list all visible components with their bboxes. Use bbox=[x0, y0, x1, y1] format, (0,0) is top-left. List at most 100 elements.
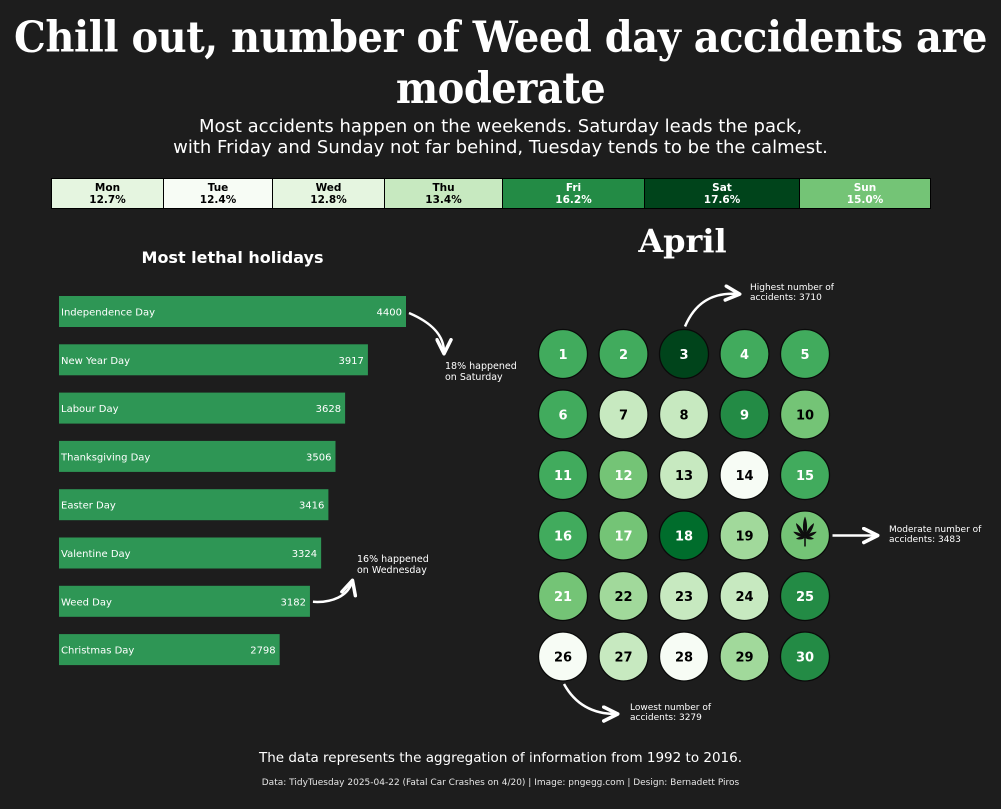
weekday-label: Fri bbox=[565, 181, 582, 194]
weekday-value: 12.4% bbox=[199, 193, 237, 206]
calendar-day-27 bbox=[598, 631, 649, 682]
annotation-arrow bbox=[562, 683, 620, 723]
calendar-day-17 bbox=[598, 510, 649, 561]
weekday-value: 12.7% bbox=[89, 193, 126, 206]
weekday-cell-fri: Fri 16.2% bbox=[503, 179, 645, 208]
calendar-day-number: 11 bbox=[554, 469, 572, 484]
holidays-chart-title: Most lethal holidays bbox=[141, 248, 324, 267]
calendar-day-number: 1 bbox=[558, 348, 567, 363]
weekday-label: Mon bbox=[94, 181, 121, 194]
calendar-day-18 bbox=[658, 510, 710, 561]
calendar-day-1 bbox=[537, 328, 589, 380]
calendar-day-number: 27 bbox=[614, 651, 632, 666]
weekday-label: Thu bbox=[432, 181, 455, 194]
leaf-blade bbox=[805, 531, 817, 538]
holiday-label: Valentine Day bbox=[61, 549, 131, 560]
calendar-day-12 bbox=[598, 449, 649, 501]
calendar-day-number: 28 bbox=[675, 651, 693, 666]
calendar-day-number: 15 bbox=[796, 469, 814, 484]
calendar-day-19 bbox=[719, 510, 770, 561]
calendar-day-number: 8 bbox=[679, 409, 688, 424]
calendar-day-number: 5 bbox=[800, 348, 809, 363]
weekday-value: 15.0% bbox=[846, 193, 884, 206]
leaf-blade bbox=[795, 523, 805, 538]
calendar-day-number: 13 bbox=[675, 469, 693, 484]
annotation-text: Lowest number of accidents: 3279 bbox=[630, 703, 712, 723]
holiday-value: 3324 bbox=[292, 549, 317, 560]
calendar-day-number: 2 bbox=[619, 348, 628, 363]
calendar-day-number: 22 bbox=[614, 590, 632, 605]
calendar-day-29 bbox=[719, 631, 770, 682]
holiday-bar bbox=[59, 440, 336, 472]
calendar-day-24 bbox=[719, 570, 770, 622]
holiday-bar bbox=[59, 392, 346, 424]
calendar-day-number: 10 bbox=[796, 409, 814, 424]
calendar-day-number: 21 bbox=[554, 590, 572, 605]
weekday-value: 16.2% bbox=[555, 193, 592, 206]
annotation-text: 16% happened on Wednesday bbox=[357, 554, 429, 576]
annotation-text: Moderate number of accidents: 3483 bbox=[889, 525, 982, 545]
calendar-day-11 bbox=[537, 449, 589, 501]
weekday-share-strip: Mon 12.7% Tue 12.4% Wed 12.8% Thu 13.4% Fri 16.2%… bbox=[51, 178, 931, 209]
calendar-day-9 bbox=[719, 389, 770, 440]
calendar-day-number: 19 bbox=[735, 530, 753, 545]
leaf-blade bbox=[793, 531, 805, 538]
holiday-value: 3182 bbox=[280, 597, 305, 608]
calendar-day-14 bbox=[719, 449, 770, 501]
holiday-bar bbox=[59, 585, 310, 617]
holiday-bar bbox=[59, 344, 368, 376]
calendar-day-15 bbox=[779, 449, 831, 501]
weekday-value: 13.4% bbox=[425, 193, 462, 206]
calendar-day-number: 24 bbox=[735, 590, 753, 605]
holiday-label: Easter Day bbox=[61, 501, 116, 512]
holiday-value: 3416 bbox=[299, 501, 324, 512]
calendar-day-28 bbox=[658, 631, 710, 682]
calendar-day-13 bbox=[658, 449, 710, 501]
calendar-day-number: 14 bbox=[735, 469, 753, 484]
calendar-day-number: 23 bbox=[675, 590, 693, 605]
weekday-label: Tue bbox=[207, 181, 229, 194]
calendar-day-21 bbox=[537, 570, 589, 622]
annotation-text: 18% happened on Saturday bbox=[445, 361, 517, 383]
holiday-bar bbox=[59, 489, 329, 521]
weekday-label: Sun bbox=[853, 181, 877, 194]
main-title: Chill out, number of Weed day accidents … bbox=[14, 12, 987, 114]
leaf-blade bbox=[802, 516, 808, 538]
calendar-day-2 bbox=[598, 328, 649, 380]
annotation-arrow bbox=[408, 311, 453, 356]
weekday-value: 17.6% bbox=[703, 193, 741, 206]
calendar-day-number: 29 bbox=[735, 651, 753, 666]
weekday-value: 12.8% bbox=[310, 193, 347, 206]
weekday-cell-sun: Sun 15.0% bbox=[800, 179, 930, 208]
calendar-day-8 bbox=[658, 389, 710, 440]
holiday-value: 4400 bbox=[377, 308, 402, 319]
annotation-text: Highest number of accidents: 3710 bbox=[750, 283, 835, 303]
weekday-cell-wed: Wed 12.8% bbox=[273, 179, 385, 208]
calendar-day-number: 25 bbox=[796, 590, 814, 605]
holiday-label: Independence Day bbox=[61, 308, 155, 319]
calendar-day-number: 26 bbox=[554, 651, 572, 666]
calendar-day-number: 17 bbox=[614, 530, 632, 545]
calendar-day-number: 16 bbox=[554, 530, 572, 545]
cannabis-leaf-icon bbox=[793, 516, 817, 547]
calendar-day-number: 3 bbox=[679, 348, 688, 363]
holiday-label: Thanksgiving Day bbox=[60, 452, 150, 463]
holiday-label: New Year Day bbox=[61, 356, 130, 367]
holiday-label: Weed Day bbox=[61, 597, 112, 608]
calendar-day-5 bbox=[779, 328, 831, 380]
holiday-label: Labour Day bbox=[61, 404, 119, 415]
holiday-bar bbox=[59, 296, 406, 327]
annotation-arrow bbox=[312, 578, 358, 604]
leaf-blade bbox=[796, 536, 805, 540]
calendar-day-10 bbox=[779, 389, 831, 440]
calendar-day-22 bbox=[598, 570, 649, 622]
calendar-day-26 bbox=[537, 631, 589, 682]
holiday-bar bbox=[59, 634, 280, 666]
holiday-value: 3628 bbox=[316, 404, 341, 415]
weekday-label: Sat bbox=[712, 181, 732, 194]
holiday-value: 3506 bbox=[306, 452, 331, 463]
calendar-day-30 bbox=[779, 631, 831, 682]
calendar-day-3 bbox=[658, 328, 710, 380]
calendar-day-number: 18 bbox=[675, 530, 693, 545]
